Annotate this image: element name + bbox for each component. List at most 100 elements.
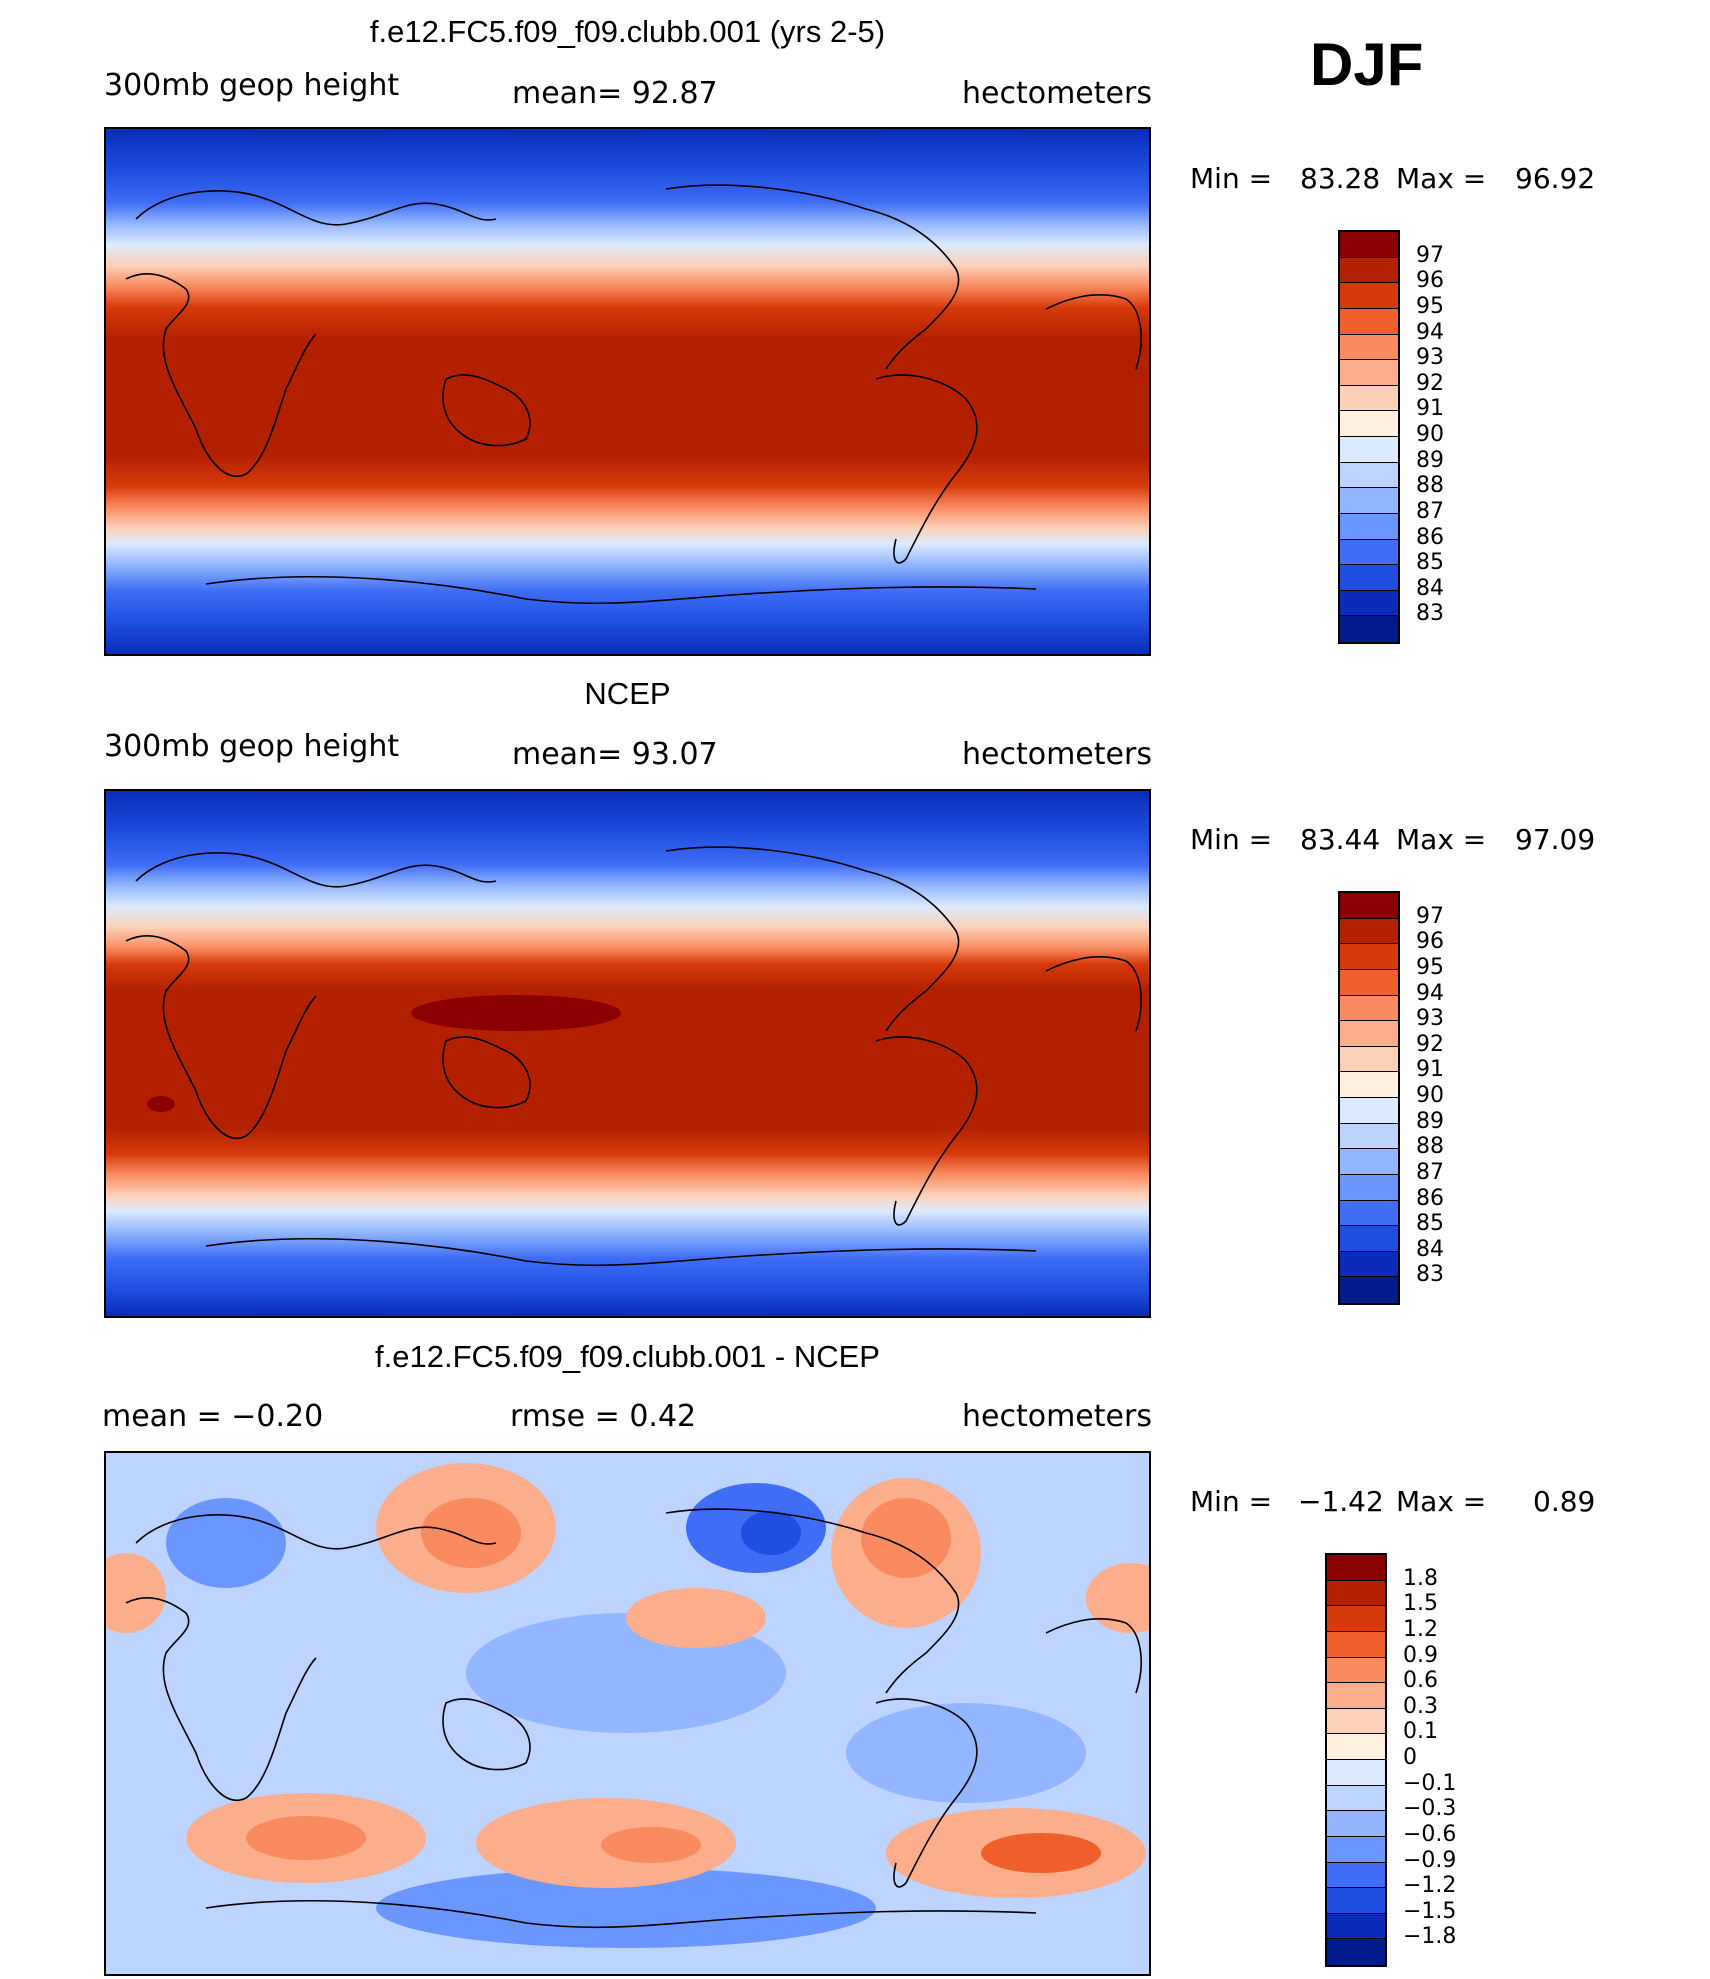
max-label: Max = [1396,162,1487,195]
colorbar-swatch [1327,1862,1385,1889]
colorbar-swatch [1327,1555,1385,1581]
colorbar-label: −1.8 [1403,1924,1457,1950]
colorbar-label: 84 [1416,1236,1444,1262]
colorbar-label: 95 [1416,293,1444,319]
colorbar-swatch [1340,232,1398,258]
max-value: 0.89 [1533,1485,1596,1518]
panel-title: f.e12.FC5.f09_f09.clubb.001 (yrs 2-5) [369,14,886,49]
colorbar-label: 90 [1416,1083,1444,1108]
colorbar-swatch [1327,1836,1385,1863]
colorbar-label: 90 [1416,422,1444,447]
colorbar-swatch [1340,1046,1398,1073]
colorbar [1338,230,1400,644]
colorbar-swatch [1340,539,1398,566]
units-label: hectometers [962,1399,1152,1434]
colorbar-label: 96 [1416,929,1444,955]
colorbar-label: 93 [1416,1006,1444,1032]
colorbar-label: 87 [1416,498,1444,524]
min-label: Min = [1190,162,1273,195]
colorbar-swatch [1340,1277,1398,1303]
colorbar-swatch [1327,1580,1385,1607]
units-label: hectometers [962,737,1152,772]
colorbar-swatch [1340,360,1398,386]
colorbar-label: −1.2 [1403,1873,1457,1899]
colorbar-swatch [1340,437,1398,463]
colorbar-swatch [1340,1200,1398,1227]
colorbar-swatch [1340,283,1398,309]
colorbar-swatch [1327,1785,1385,1812]
rmse-label: rmse = 0.42 [510,1399,697,1434]
colorbar [1338,891,1400,1305]
colorbar-swatch [1340,334,1398,361]
colorbar-label: 88 [1416,473,1444,499]
colorbar-swatch [1340,944,1398,970]
colorbar-label: 92 [1416,370,1444,396]
colorbar-swatch [1340,385,1398,412]
colorbar-label: 0.1 [1403,1719,1438,1745]
colorbar-label: 92 [1416,1031,1444,1057]
colorbar-label: 87 [1416,1159,1444,1185]
colorbar-label: 83 [1416,601,1444,627]
colorbar-swatch [1340,893,1398,919]
colorbar-label: 0.6 [1403,1668,1438,1694]
min-value: 83.44 [1300,823,1381,856]
variable-label: 300mb geop height [104,68,400,103]
colorbar-swatch [1340,995,1398,1022]
colorbar-swatch [1327,1913,1385,1940]
colorbar-label: 86 [1416,524,1444,550]
colorbar-label: 0 [1403,1745,1417,1770]
panel-title: f.e12.FC5.f09_f09.clubb.001 - NCEP [375,1339,880,1374]
colorbar-label: 1.5 [1403,1591,1438,1617]
panel-title: NCEP [584,676,671,711]
min-label: Min = [1190,823,1273,856]
colorbar-label: 85 [1416,1211,1444,1237]
min-value: −1.42 [1298,1485,1384,1518]
colorbar-label: 95 [1416,954,1444,980]
min-value: 83.28 [1300,162,1381,195]
colorbar-label: 97 [1416,903,1444,929]
colorbar-label: 83 [1416,1262,1444,1288]
colorbar-swatch [1327,1606,1385,1632]
colorbar-swatch [1340,1251,1398,1278]
colorbar-swatch [1340,918,1398,945]
colorbar-label: 89 [1416,447,1444,473]
mean-label: mean= 93.07 [512,737,718,772]
colorbar-swatch [1327,1631,1385,1658]
colorbar-swatch [1327,1657,1385,1684]
colorbar-swatch [1340,488,1398,514]
mean-label: mean= 92.87 [512,76,718,111]
colorbar-label: −0.6 [1403,1821,1457,1847]
colorbar-swatch [1340,257,1398,284]
colorbar-swatch [1340,565,1398,591]
colorbar-swatch [1340,1021,1398,1047]
coastlines [125,184,1142,605]
colorbar-label: −1.5 [1403,1898,1457,1924]
max-value: 96.92 [1515,162,1596,195]
colorbar-labels: 97 96 95 94 93 92 91 90 89 88 87 86 85 84 83 [1416,230,1496,644]
colorbar-swatch [1340,1149,1398,1175]
units-label: hectometers [962,76,1152,111]
colorbar-label: −0.9 [1403,1847,1457,1873]
colorbar-swatch [1327,1708,1385,1735]
colorbar-swatch [1340,616,1398,642]
colorbar-swatch [1340,1174,1398,1201]
colorbar-swatch [1327,1939,1385,1965]
colorbar-label: 84 [1416,575,1444,601]
colorbar-label: 91 [1416,396,1444,422]
colorbar-swatch [1327,1811,1385,1837]
colorbar [1325,1553,1387,1967]
colorbar-label: 0.9 [1403,1642,1438,1668]
colorbar-label: 91 [1416,1057,1444,1083]
season-label: DJF [1310,31,1424,98]
variable-label: 300mb geop height [104,729,400,764]
colorbar-swatch [1340,513,1398,540]
colorbar-label: 89 [1416,1108,1444,1134]
colorbar-label: 0.3 [1403,1693,1438,1719]
colorbar-swatch [1340,590,1398,617]
colorbar-label: −0.1 [1403,1770,1457,1796]
coastlines [125,846,1142,1267]
colorbar-swatch [1340,1123,1398,1150]
map-model [104,127,1151,656]
colorbar-swatch [1340,411,1398,437]
max-value: 97.09 [1515,823,1596,856]
